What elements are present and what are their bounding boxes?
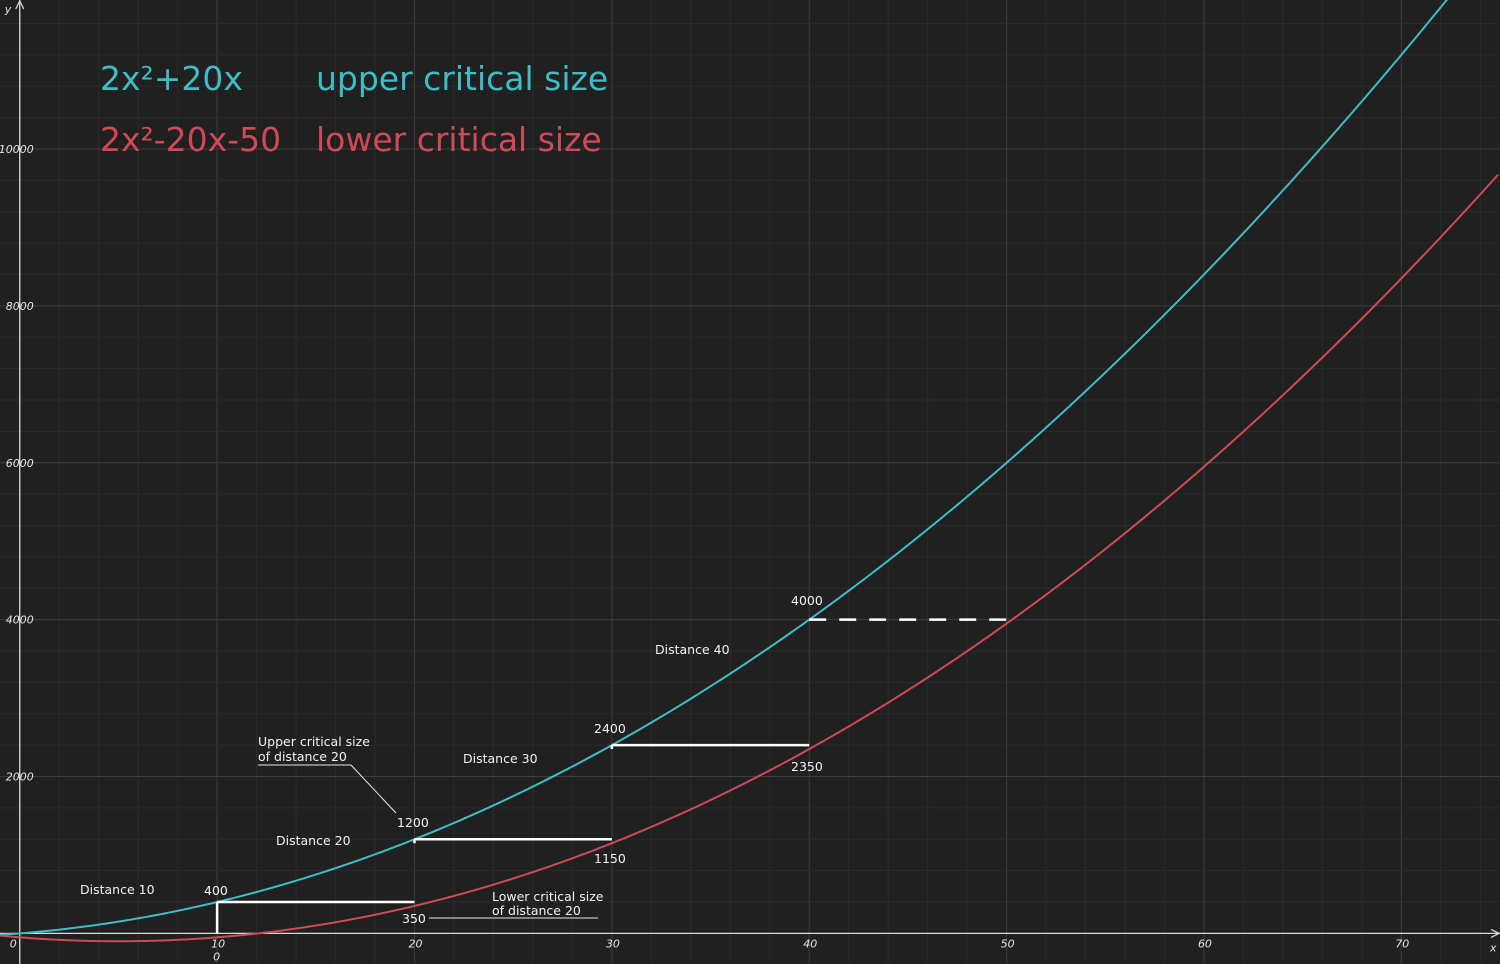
x-tick-label: 40 [803, 937, 817, 950]
annotations: Distance 10 Distance 20 Distance 30 Dist… [80, 593, 823, 926]
legend: 2x²+20x upper critical size 2x²-20x-50 l… [100, 59, 608, 159]
distance-10-label: Distance 10 [80, 882, 155, 897]
y-tick-label: 2000 [6, 771, 34, 784]
x-tick-label: 20 [408, 937, 422, 950]
legend-lower-formula: 2x²-20x-50 [100, 120, 281, 159]
upper-note-leader [350, 764, 397, 814]
y-tick-label: 4000 [6, 614, 34, 627]
value-label-4000: 4000 [791, 593, 823, 608]
distance-40-label: Distance 40 [655, 642, 730, 657]
distance-30-label: Distance 30 [463, 751, 538, 766]
legend-lower-label: lower critical size [316, 120, 602, 159]
x-tick-label: 50 [1001, 937, 1015, 950]
lower-critical-curve [0, 174, 1499, 943]
legend-upper-label: upper critical size [316, 59, 608, 98]
lower-critical-note-line1: Lower critical size [492, 889, 604, 904]
x-tick-sublabel: 0 [213, 950, 220, 963]
x-axis-label: x [1489, 941, 1497, 954]
x-tick-label: 70 [1395, 937, 1409, 950]
x-tick-label: 10 [211, 937, 225, 950]
lower-critical-note-line2: of distance 20 [492, 903, 581, 918]
value-label-1150: 1150 [594, 851, 626, 866]
legend-upper-formula: 2x²+20x [100, 59, 243, 98]
upper-critical-note-line1: Upper critical size [258, 734, 370, 749]
value-label-350: 350 [402, 911, 426, 926]
value-label-2400: 2400 [594, 721, 626, 736]
y-tick-label: 6000 [6, 457, 34, 470]
value-label-2350: 2350 [791, 759, 823, 774]
value-label-1200: 1200 [397, 815, 429, 830]
distance-20-label: Distance 20 [276, 833, 351, 848]
y-tick-label: 8000 [6, 300, 34, 313]
critical-size-steps [215, 743, 810, 934]
step-lines [215, 618, 1007, 934]
x-tick-label: 60 [1198, 937, 1212, 950]
x-tick-label: 30 [606, 937, 620, 950]
value-label-400: 400 [204, 883, 228, 898]
y-axis-arrow [15, 0, 25, 10]
upper-critical-note-line2: of distance 20 [258, 749, 347, 764]
upper-critical-curve [0, 0, 1448, 936]
y-tick-label: 10000 [0, 143, 34, 156]
x-axis-arrow [1490, 928, 1500, 938]
curves [0, 0, 1499, 943]
x-tick-label: 0 [10, 937, 17, 950]
y-axis-label: y [4, 3, 12, 16]
